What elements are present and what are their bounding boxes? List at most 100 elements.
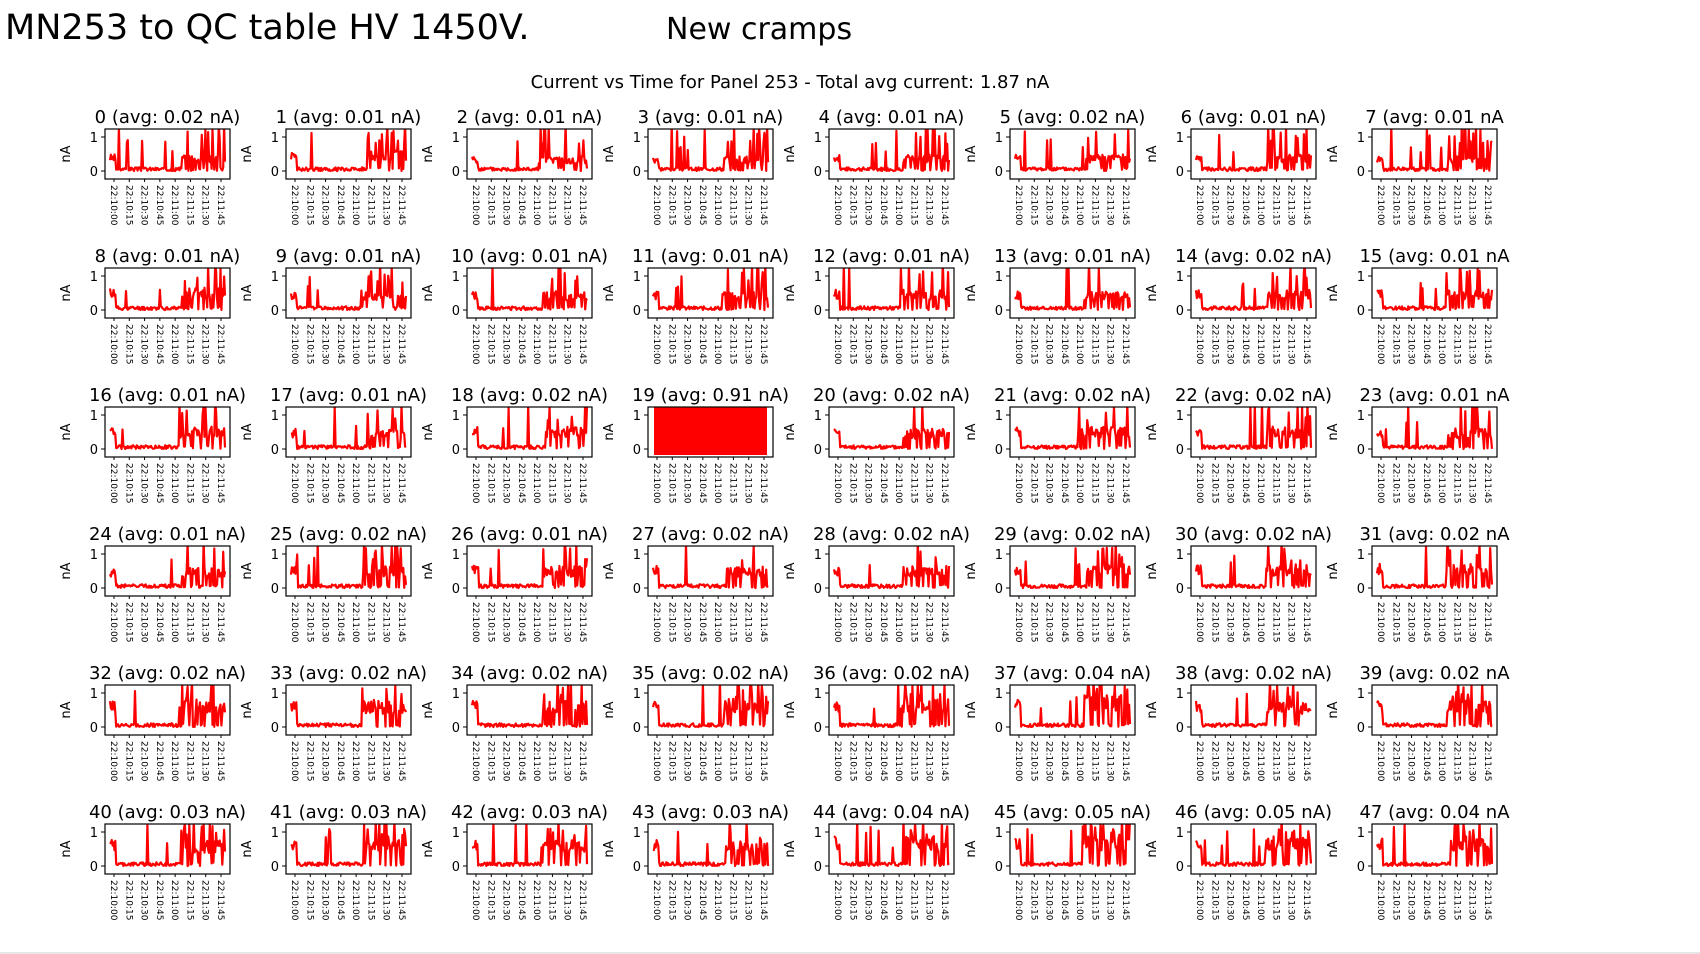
x-tick-label: 22:10:30 [682,880,692,921]
x-tick-label: 22:10:45 [154,324,164,364]
axes-frame [285,823,412,875]
panel-45: 45 (avg: 0.05 nA) nA 0 1 22:10:00 22:10:15 22:… [964,802,1151,921]
panel-37: 37 (avg: 0.04 nA) nA 0 1 22:10:00 22:10:15 22:… [964,663,1151,782]
panel-32: 32 (avg: 0.02 nA) nA 0 1 22:10:00 22:10:15 22:… [59,663,246,782]
x-tick-label: 22:10:00 [1194,880,1204,921]
x-tick-label: 22:10:15 [1390,185,1400,225]
y-tick-label: 1 [995,131,1003,146]
x-tick-label: 22:10:00 [1194,324,1204,365]
y-tick-label: 0 [1357,860,1365,875]
x-tick-label: 22:10:30 [501,185,511,226]
x-tick-label: 22:11:30 [562,741,572,782]
x-tick-label: 22:10:45 [516,324,526,364]
x-tick-label: 22:10:15 [304,880,314,920]
x-tick-label: 22:11:45 [939,880,949,920]
x-tick-label: 22:10:00 [651,324,661,365]
x-tick-label: 22:11:00 [1255,602,1265,643]
y-tick-label: 0 [452,165,460,180]
y-tick-label: 1 [995,270,1003,285]
x-tick-label: 22:11:45 [1482,741,1492,781]
y-tick-label: 0 [633,860,641,875]
x-tick-label: 22:10:00 [470,602,480,643]
x-tick-label: 22:10:15 [1028,185,1038,225]
x-tick-label: 22:10:00 [470,463,480,504]
x-tick-label: 22:10:15 [1390,880,1400,920]
y-tick-label: 0 [1176,165,1184,180]
x-tick-label: 22:10:45 [516,602,526,642]
x-tick-label: 22:11:15 [908,880,918,920]
x-tick-label: 22:11:00 [1436,324,1446,365]
x-tick-label: 22:10:00 [1013,185,1023,226]
x-tick-label: 22:11:45 [758,324,768,364]
y-tick-label: 1 [1357,409,1365,424]
panel-title: 20 (avg: 0.02 nA) [813,385,970,406]
x-tick-label: 22:10:30 [1406,324,1416,365]
x-tick-label: 22:11:45 [396,324,406,364]
x-tick-label: 22:10:00 [470,324,480,365]
y-axis-label: nA [783,701,798,718]
x-tick-label: 22:10:00 [651,741,661,782]
y-axis-label: nA [1326,423,1341,440]
y-tick-label: 1 [90,548,98,563]
y-tick-label: 0 [1357,721,1365,736]
series-line [108,546,227,589]
x-tick-label: 22:10:15 [847,324,857,364]
panel-title: 32 (avg: 0.02 nA) [89,663,246,684]
x-tick-label: 22:10:45 [335,741,345,781]
x-tick-label: 22:10:30 [863,185,873,226]
axes-frame [1371,545,1498,597]
x-tick-label: 22:11:45 [1120,463,1130,503]
series-line [108,129,227,173]
y-tick-label: 1 [1357,548,1365,563]
x-tick-label: 22:10:45 [878,324,888,364]
panel-title: 15 (avg: 0.01 nA [1359,246,1510,267]
y-tick-label: 0 [633,304,641,319]
x-tick-label: 22:11:00 [1255,880,1265,921]
axes-frame [104,406,231,458]
axes-frame [647,684,774,736]
x-tick-label: 22:11:00 [1436,602,1446,643]
panel-33: 33 (avg: 0.02 nA) nA 0 1 22:10:00 22:10:15 22:… [240,663,427,782]
x-tick-label: 22:10:00 [1375,463,1385,504]
y-axis-label: nA [240,284,255,301]
panel-29: 29 (avg: 0.02 nA) nA 0 1 22:10:00 22:10:15 22:… [964,524,1151,643]
x-tick-label: 22:10:30 [501,880,511,921]
y-axis-label: nA [783,840,798,857]
x-tick-label: 22:11:15 [184,463,194,503]
x-tick-label: 22:10:45 [1059,741,1069,781]
x-tick-label: 22:11:45 [215,880,225,920]
panel-15: 15 (avg: 0.01 nA nA 0 1 22:10:00 22:10:15 22:1… [1326,246,1510,365]
panel-21: 21 (avg: 0.02 nA) nA 0 1 22:10:00 22:10:15 22:… [964,385,1151,504]
x-tick-label: 22:10:00 [1375,880,1385,921]
x-tick-label: 22:11:00 [712,880,722,921]
series-line [651,129,770,173]
axes-frame [1190,684,1317,736]
panel-title: 26 (avg: 0.01 nA) [451,524,608,545]
y-tick-label: 1 [814,687,822,702]
series-line [832,129,951,173]
y-tick-label: 0 [90,582,98,597]
x-tick-label: 22:10:30 [139,324,149,365]
x-tick-label: 22:10:45 [697,185,707,225]
x-tick-label: 22:10:00 [832,185,842,226]
x-tick-label: 22:11:45 [939,741,949,781]
x-tick-label: 22:11:00 [531,463,541,504]
series-line [109,824,227,868]
x-tick-label: 22:10:45 [1240,324,1250,364]
x-tick-label: 22:10:30 [1225,741,1235,782]
x-tick-label: 22:10:45 [1421,741,1431,781]
x-tick-label: 22:11:00 [350,602,360,643]
x-tick-label: 22:10:00 [470,185,480,226]
y-tick-label: 0 [1176,304,1184,319]
panel-title: 27 (avg: 0.02 nA) [632,524,789,545]
x-tick-label: 22:11:15 [546,463,556,503]
panel-5: 5 (avg: 0.02 nA) nA 0 1 22:10:00 22:10:15 22:1… [964,107,1145,226]
x-tick-label: 22:11:30 [200,602,210,643]
panel-title: 31 (avg: 0.02 nA [1359,524,1510,545]
x-tick-label: 22:10:30 [1406,880,1416,921]
x-tick-label: 22:10:00 [1013,741,1023,782]
x-tick-label: 22:11:45 [939,185,949,225]
x-tick-label: 22:11:45 [215,741,225,781]
series-line [470,268,588,312]
x-tick-label: 22:10:00 [832,324,842,365]
